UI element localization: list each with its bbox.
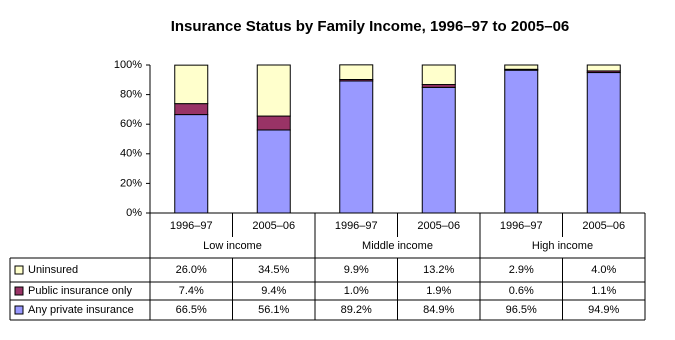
category-label: 2005–06 (417, 220, 460, 232)
category-label: 2005–06 (582, 220, 625, 232)
bar-segment (504, 64, 539, 70)
legend-swatch (14, 305, 24, 315)
bar-segment (256, 64, 291, 117)
bar-segment (339, 80, 374, 214)
bar-segment (586, 72, 621, 214)
value-label: 34.5% (258, 264, 289, 276)
legend-label: Any private insurance (28, 304, 134, 316)
value-label: 4.0% (591, 264, 616, 276)
category-label: 1996–97 (335, 220, 378, 232)
bar-segment (586, 64, 621, 72)
y-tick-label: 80% (120, 89, 142, 101)
value-label: 9.9% (344, 264, 369, 276)
bar-segment (256, 115, 291, 131)
y-tick-label: 20% (120, 177, 142, 189)
bar-segment (174, 114, 209, 214)
value-label: 26.0% (176, 264, 207, 276)
category-label: 1996–97 (500, 220, 543, 232)
value-label: 0.6% (509, 285, 534, 297)
value-label: 1.0% (344, 285, 369, 297)
bar-segment (421, 86, 456, 214)
value-label: 66.5% (176, 304, 207, 316)
value-label: 2.9% (509, 264, 534, 276)
group-label: High income (532, 240, 593, 252)
chart-title: Insurance Status by Family Income, 1996–… (171, 18, 570, 35)
value-label: 1.1% (591, 285, 616, 297)
legend-label: Public insurance only (28, 285, 132, 297)
bar-segment (339, 64, 374, 81)
bar-segment (174, 103, 209, 116)
y-tick-label: 0% (126, 207, 142, 219)
group-label: Low income (203, 240, 262, 252)
legend-swatch (14, 265, 24, 275)
y-tick-label: 100% (114, 59, 142, 71)
bar-segment (174, 64, 209, 105)
y-tick-label: 60% (120, 118, 142, 130)
bar-segment (421, 64, 456, 86)
value-label: 94.9% (588, 304, 619, 316)
legend-swatch (14, 286, 24, 296)
value-label: 89.2% (341, 304, 372, 316)
bar-segment (504, 69, 539, 214)
value-label: 56.1% (258, 304, 289, 316)
group-label: Middle income (362, 240, 433, 252)
value-label: 13.2% (423, 264, 454, 276)
bar-segment (256, 129, 291, 214)
category-label: 2005–06 (252, 220, 295, 232)
value-label: 84.9% (423, 304, 454, 316)
legend-label: Uninsured (28, 264, 78, 276)
value-label: 7.4% (179, 285, 204, 297)
category-label: 1996–97 (170, 220, 213, 232)
y-tick-label: 40% (120, 148, 142, 160)
value-label: 9.4% (261, 285, 286, 297)
value-label: 1.9% (426, 285, 451, 297)
value-label: 96.5% (506, 304, 537, 316)
